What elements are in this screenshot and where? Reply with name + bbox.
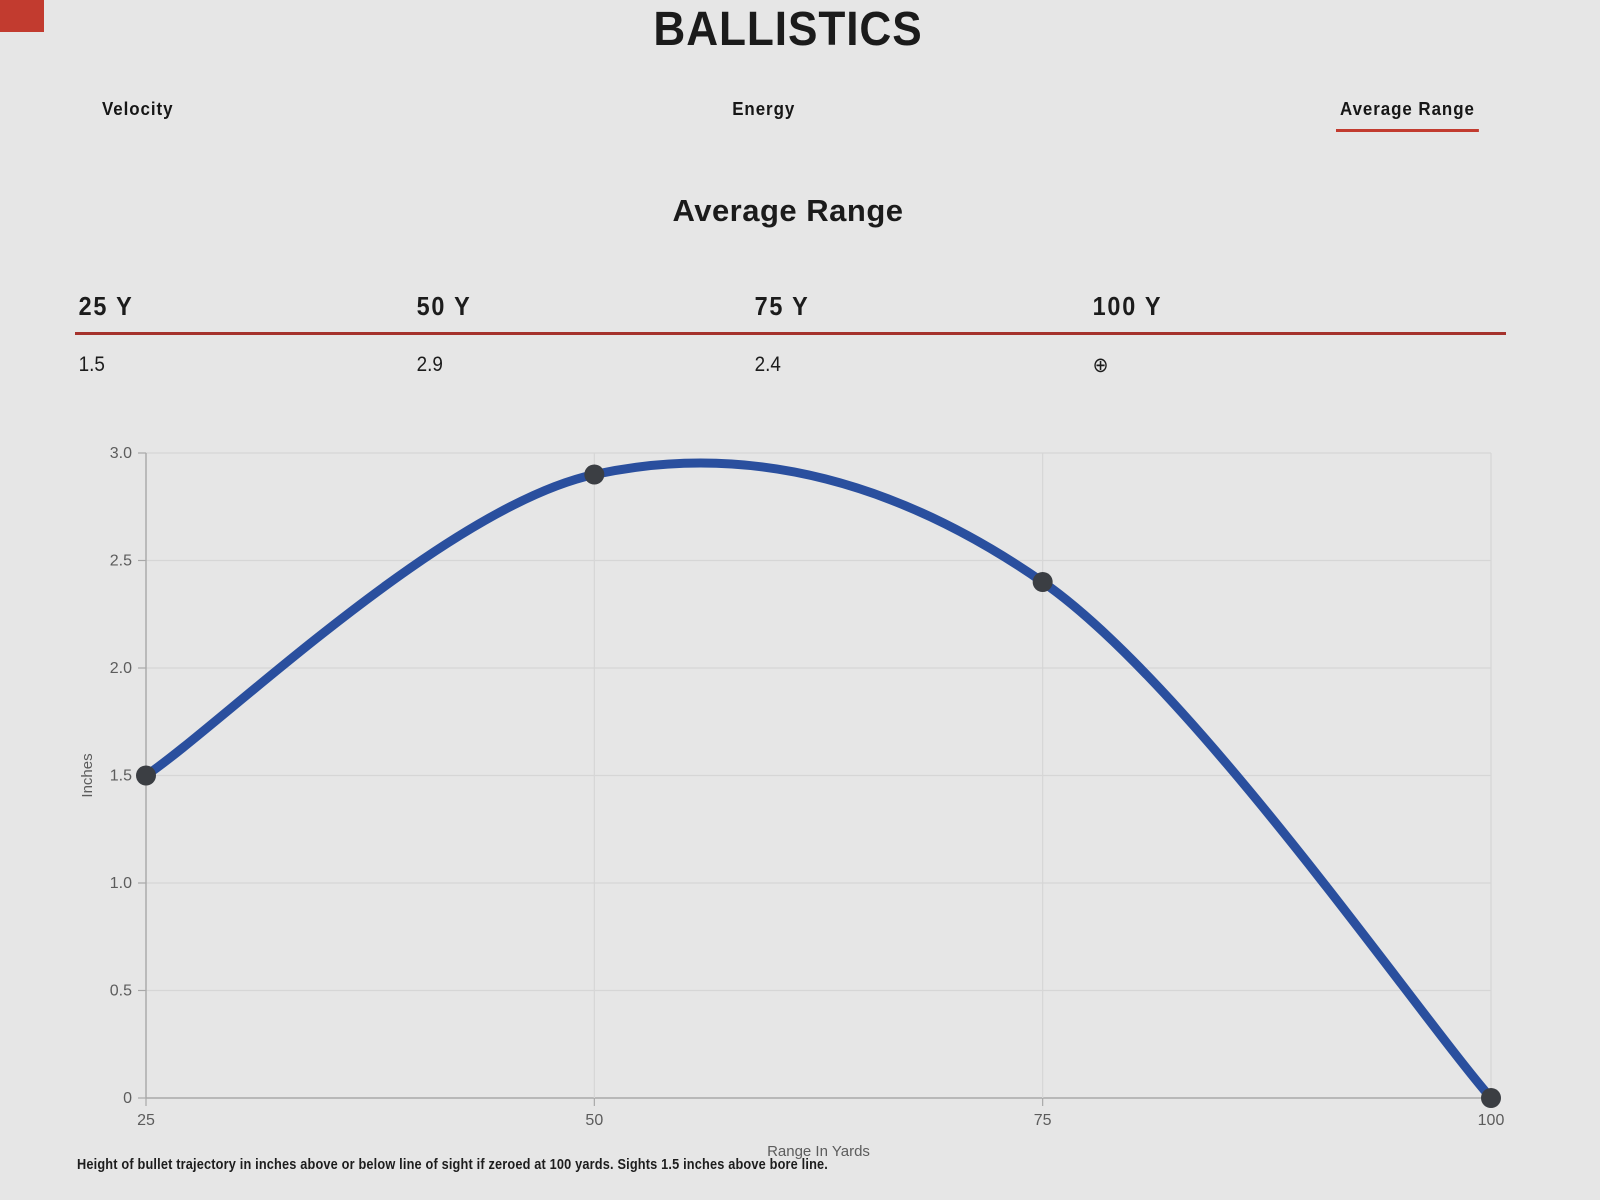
svg-text:75: 75	[1034, 1112, 1052, 1129]
page-title: BALLISTICS	[653, 3, 923, 56]
svg-text:100: 100	[1478, 1112, 1505, 1129]
column-header-75y: 75 Y	[754, 291, 810, 321]
svg-text:Inches: Inches	[79, 753, 96, 797]
corner-accent	[0, 0, 44, 32]
tab-average-range[interactable]: Average Range	[1336, 99, 1479, 132]
svg-text:25: 25	[137, 1112, 155, 1129]
svg-text:3.0: 3.0	[110, 445, 132, 462]
column-header-100y: 100 Y	[1092, 291, 1163, 321]
svg-text:0.5: 0.5	[110, 983, 132, 1000]
tab-velocity[interactable]: Velocity	[102, 99, 173, 120]
zero-target-icon: ⊕	[1092, 354, 1109, 377]
value-25y: 1.5	[78, 353, 105, 376]
tab-energy-label: Energy	[732, 99, 796, 119]
range-table: 25 Y 50 Y 75 Y 100 Y 1.5 2.9 2.4 ⊕	[75, 291, 1506, 378]
active-tab-underline	[1336, 129, 1479, 132]
section-heading: Average Range	[672, 193, 904, 228]
value-75y: 2.4	[754, 353, 781, 376]
footer-note: Height of bullet trajectory in inches ab…	[77, 1156, 829, 1173]
svg-text:Range In Yards: Range In Yards	[767, 1143, 870, 1160]
svg-text:1.5: 1.5	[110, 768, 132, 785]
table-header-row: 25 Y 50 Y 75 Y 100 Y	[75, 291, 1506, 322]
svg-text:50: 50	[585, 1112, 603, 1129]
value-50y: 2.9	[416, 353, 443, 376]
tab-energy[interactable]: Energy	[712, 99, 815, 120]
table-value-row: 1.5 2.9 2.4 ⊕	[75, 335, 1506, 378]
tab-average-range-label: Average Range	[1340, 99, 1475, 119]
svg-text:2.0: 2.0	[110, 660, 132, 677]
table-rule	[75, 332, 1506, 335]
svg-text:0: 0	[123, 1090, 132, 1107]
svg-text:1.0: 1.0	[110, 875, 132, 892]
tab-velocity-label: Velocity	[102, 99, 174, 119]
svg-text:2.5: 2.5	[110, 553, 132, 570]
column-header-25y: 25 Y	[78, 291, 134, 321]
column-header-50y: 50 Y	[416, 291, 472, 321]
